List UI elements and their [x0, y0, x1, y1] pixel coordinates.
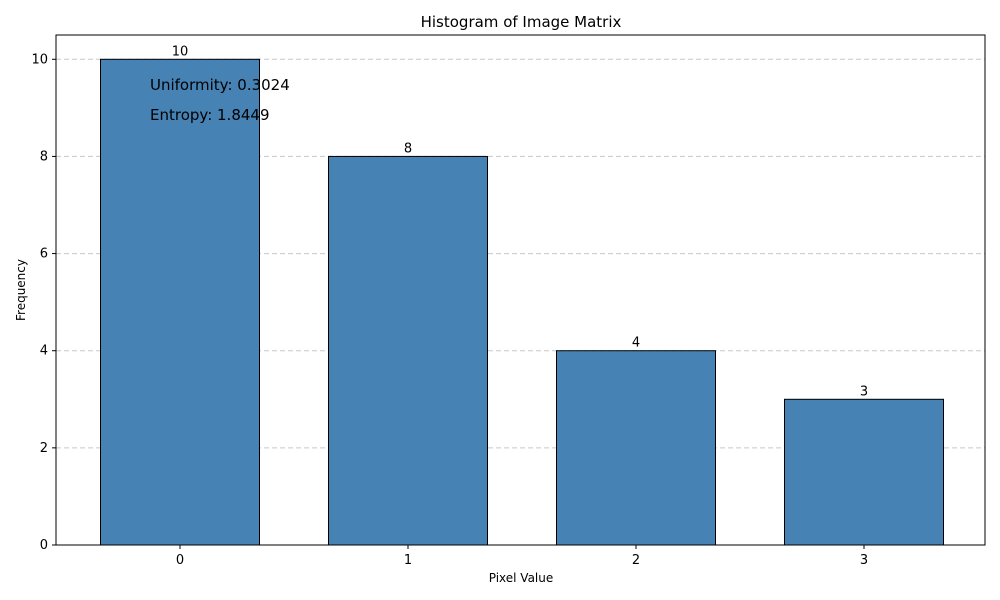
- y-tick-label: 2: [40, 441, 48, 456]
- x-tick-label: 0: [176, 553, 184, 568]
- y-tick-label: 10: [31, 52, 48, 67]
- x-axis-ticks: 0 1 2 3: [176, 545, 868, 568]
- y-tick-label: 4: [40, 344, 48, 359]
- bar: [556, 350, 716, 546]
- y-axis-label: Frequency: [14, 259, 28, 321]
- y-tick-label: 6: [40, 247, 48, 262]
- bar: [100, 58, 260, 546]
- uniformity-annotation: Uniformity: 0.3024: [150, 76, 290, 94]
- bar: [784, 398, 944, 546]
- y-tick-label: 0: [40, 538, 48, 553]
- x-tick-label: 1: [404, 553, 412, 568]
- x-axis-label: Pixel Value: [489, 571, 554, 585]
- y-tick-label: 8: [40, 149, 48, 164]
- y-axis-ticks: 0 2 4 6 8 10: [31, 52, 56, 553]
- plot-frame: [55, 34, 986, 546]
- entropy-annotation: Entropy: 1.8449: [150, 106, 270, 124]
- bars: [100, 58, 944, 546]
- chart-title: Histogram of Image Matrix: [421, 13, 622, 31]
- bar-data-label: 10: [172, 44, 189, 59]
- bar: [328, 155, 488, 546]
- bar-data-label: 4: [632, 336, 640, 351]
- x-tick-label: 3: [860, 553, 868, 568]
- bar-data-label: 8: [404, 141, 412, 156]
- data-labels: 10 8 4 3: [172, 44, 868, 399]
- bar-data-label: 3: [860, 384, 868, 399]
- x-tick-label: 2: [632, 553, 640, 568]
